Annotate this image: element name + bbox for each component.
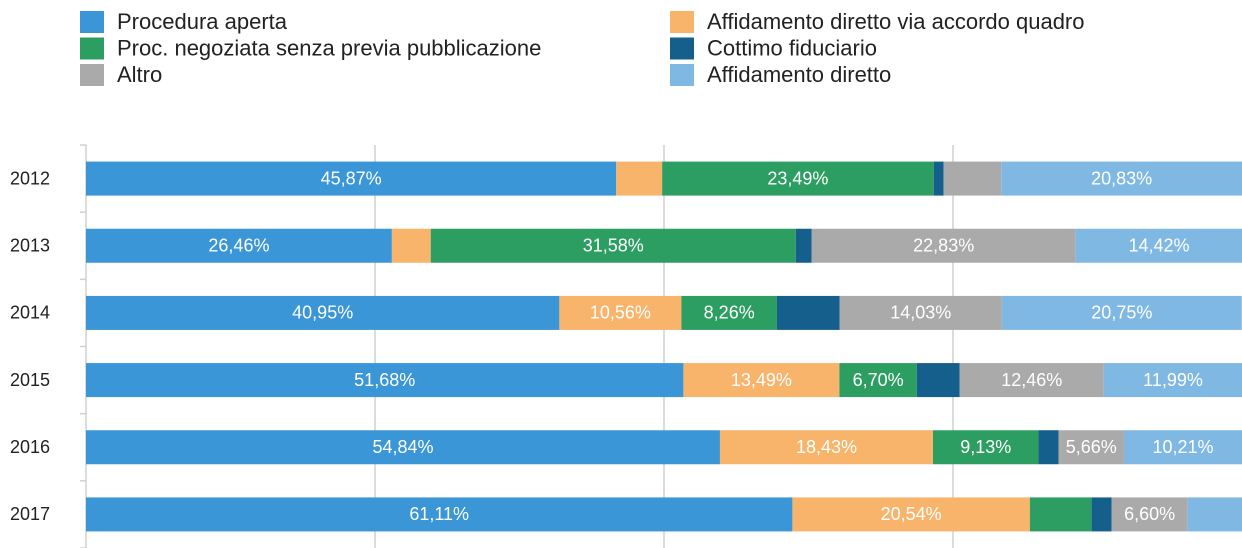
bar-segment <box>933 161 944 196</box>
data-label: 10,56% <box>590 303 651 323</box>
data-label: 20,83% <box>1091 168 1152 188</box>
bar-segment <box>86 363 684 398</box>
bar-segment <box>1058 430 1124 465</box>
bar-segment <box>839 363 917 398</box>
bar-segment <box>430 228 796 263</box>
bar-segment <box>1123 430 1242 465</box>
data-label: 13,49% <box>731 370 792 390</box>
bar-segment <box>86 295 560 330</box>
bar-segment <box>391 228 431 263</box>
bar-segment <box>792 497 1030 532</box>
legend-swatch <box>670 37 694 60</box>
bar-segment <box>811 228 1076 263</box>
bar-segment <box>1111 497 1188 532</box>
bar-segment <box>943 161 1002 196</box>
y-tick-label: 2013 <box>10 236 50 256</box>
legend-label: Cottimo fiduciario <box>707 35 877 60</box>
data-label: 20,54% <box>881 504 942 524</box>
legend-swatch <box>670 11 694 33</box>
data-label: 12,46% <box>1001 370 1062 390</box>
legend-swatch <box>670 64 694 86</box>
bar-segment <box>683 363 840 398</box>
data-label: 6,70% <box>853 370 904 390</box>
data-label: 8,26% <box>704 303 755 323</box>
legend-swatch <box>80 11 104 33</box>
data-label: 22,83% <box>913 236 974 256</box>
bar-segment <box>795 228 812 263</box>
data-label: 5,66% <box>1066 437 1117 457</box>
y-tick-label: 2015 <box>10 370 50 390</box>
data-label: 31,58% <box>583 236 644 256</box>
legend-label: Affidamento diretto <box>707 62 891 87</box>
data-label: 54,84% <box>372 437 433 457</box>
bar-segment <box>839 295 1002 330</box>
data-label: 40,95% <box>292 303 353 323</box>
y-tick-label: 2016 <box>10 437 50 457</box>
data-label: 20,75% <box>1091 303 1152 323</box>
bar-segment <box>86 228 392 263</box>
data-label: 26,46% <box>208 236 269 256</box>
legend-label: Proc. negoziata senza previa pubblicazio… <box>117 35 541 60</box>
bar-segment <box>86 430 720 465</box>
legend-label: Affidamento diretto via accordo quadro <box>707 9 1085 34</box>
bar-segment <box>1187 497 1242 532</box>
bar-segment <box>1001 295 1242 330</box>
y-tick-label: 2012 <box>10 168 50 188</box>
data-label: 23,49% <box>767 168 828 188</box>
bar-segment <box>616 161 663 196</box>
bar-segment <box>559 295 682 330</box>
y-tick-label: 2014 <box>10 303 50 323</box>
data-label: 11,99% <box>1143 370 1203 390</box>
data-label: 45,87% <box>321 168 382 188</box>
data-label: 9,13% <box>960 437 1011 457</box>
bar-segment <box>776 295 840 330</box>
legend-label: Procedura aperta <box>117 9 288 34</box>
bar-segment <box>86 497 793 532</box>
data-label: 51,68% <box>354 370 415 390</box>
bar-segment <box>681 295 777 330</box>
y-tick-label: 2017 <box>10 504 50 524</box>
bar-segment <box>916 363 960 398</box>
bar-segment <box>662 161 934 196</box>
data-label: 6,60% <box>1124 504 1175 524</box>
bar-segment <box>1038 430 1059 465</box>
bar-segment <box>1103 363 1242 398</box>
bar-segment <box>1075 228 1242 263</box>
legend-swatch <box>80 64 104 86</box>
data-label: 14,03% <box>890 303 951 323</box>
bar-segment <box>1091 497 1112 532</box>
data-label: 61,11% <box>409 504 469 524</box>
bar-segment <box>1001 161 1242 196</box>
legend-label: Altro <box>117 62 162 87</box>
bar-segment <box>1029 497 1092 532</box>
bar-segment <box>86 161 617 196</box>
data-label: 10,21% <box>1152 437 1213 457</box>
data-label: 18,43% <box>796 437 857 457</box>
bar-segment <box>959 363 1104 398</box>
bar-segment <box>933 430 1039 465</box>
legend-swatch <box>80 37 104 60</box>
bar-segment <box>719 430 934 465</box>
data-label: 14,42% <box>1128 236 1189 256</box>
